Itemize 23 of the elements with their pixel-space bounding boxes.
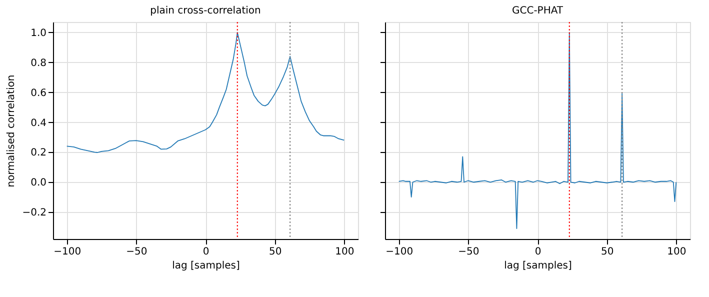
y-tick-label: 0.4 (30, 118, 46, 129)
x-tick-label: 100 (667, 246, 686, 258)
y-tick-label: 0.6 (30, 88, 46, 99)
y-tick-label: −0.2 (22, 208, 46, 219)
x-tick-label: −50 (126, 246, 148, 258)
y-tick-label: 0.8 (30, 58, 46, 69)
chart-title: plain cross-correlation (150, 6, 261, 16)
x-tick-label: −50 (458, 246, 480, 258)
x-tick-label: −100 (54, 246, 82, 258)
x-tick-label: 50 (600, 246, 614, 258)
x-tick-label: 50 (268, 246, 282, 258)
x-axis-title: lag [samples] (504, 260, 572, 272)
y-tick-label: 1.0 (30, 28, 46, 39)
x-axis-title: lag [samples] (172, 260, 240, 272)
chart-title: GCC-PHAT (512, 6, 564, 16)
y-axis-title: normalised correlation (6, 74, 18, 188)
y-tick-label: 0.2 (30, 148, 46, 159)
y-tick-label: 0.0 (30, 178, 46, 189)
x-tick-label: 0 (534, 246, 542, 258)
x-tick-label: −100 (386, 246, 414, 258)
x-tick-label: 100 (335, 246, 354, 258)
line-series (66, 32, 345, 153)
x-tick-label: 0 (202, 246, 210, 258)
